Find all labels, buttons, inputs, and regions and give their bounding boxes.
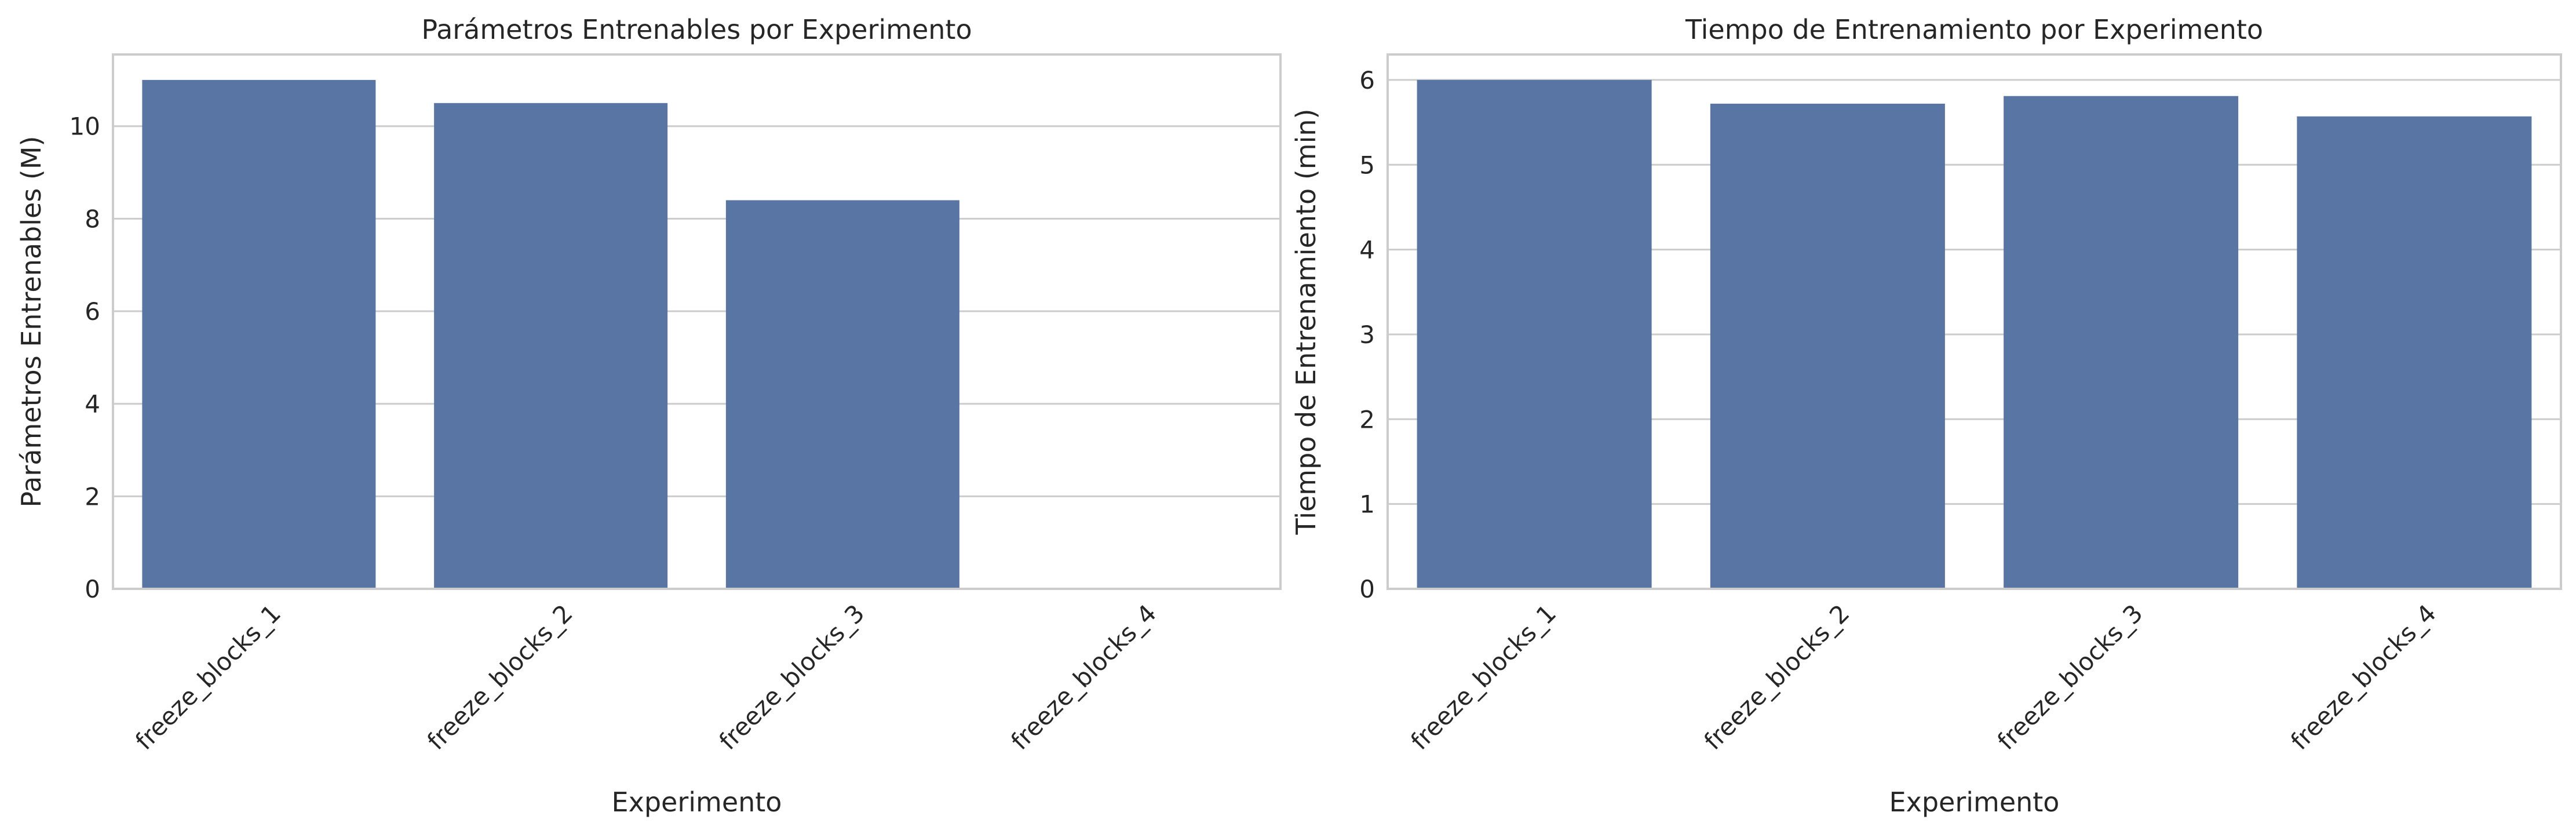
left-x-tick-label: freeze_blocks_4 — [1005, 599, 1162, 755]
right-y-tick-label: 4 — [1359, 236, 1375, 264]
right-y-tick-label: 3 — [1359, 321, 1375, 349]
right-y-tick-label: 0 — [1359, 575, 1375, 603]
right-x-axis-label: Experimento — [1889, 786, 2060, 818]
left-plot-frame — [112, 53, 1282, 590]
left-y-tick-label: 4 — [85, 390, 100, 418]
right-bar-freeze_blocks_1 — [1417, 79, 1652, 589]
right-x-tick-label: freeze_blocks_2 — [1699, 599, 1855, 755]
left-y-tick-label: 10 — [70, 112, 100, 141]
right-x-tick-label: freeze_blocks_4 — [2285, 599, 2442, 755]
left-x-tick-label: freeze_blocks_2 — [422, 599, 578, 755]
left-chart-title: Parámetros Entrenables por Experimento — [421, 14, 972, 45]
right-y-tick-label: 2 — [1359, 405, 1375, 434]
left-bars — [142, 79, 959, 589]
right-y-tick-label: 5 — [1359, 151, 1375, 179]
right-y-tick-label: 1 — [1359, 490, 1375, 519]
left-x-tick-label: freeze_blocks_3 — [714, 599, 870, 755]
right-bar-freeze_blocks_2 — [1710, 103, 1945, 589]
right-x-ticks: freeze_blocks_1 freeze_blocks_2 freeze_blo… — [1405, 599, 2442, 755]
left-bar-freeze_blocks_3 — [725, 200, 959, 589]
left-y-axis-label: Parámetros Entrenables (M) — [16, 136, 47, 508]
left-y-tick-label: 2 — [85, 482, 100, 511]
right-x-tick-label: freeze_blocks_1 — [1405, 599, 1561, 755]
left-x-axis-label: Experimento — [612, 786, 782, 818]
right-bar-freeze_blocks_4 — [2297, 116, 2532, 589]
right-y-tick-label: 6 — [1359, 66, 1375, 94]
right-plot-frame — [1386, 53, 2562, 590]
left-bar-freeze_blocks_1 — [142, 79, 376, 589]
right-chart-title: Tiempo de Entrenamiento por Experimento — [1685, 14, 2263, 45]
right-x-tick-label: freeze_blocks_3 — [1992, 599, 2148, 755]
left-y-tick-label: 0 — [85, 575, 100, 603]
left-bar-freeze_blocks_2 — [434, 103, 668, 589]
right-y-ticks: 0 1 2 3 4 5 6 — [1359, 66, 1375, 603]
left-y-tick-label: 6 — [85, 297, 100, 326]
left-x-ticks: freeze_blocks_1 freeze_blocks_2 freeze_blo… — [130, 599, 1162, 755]
left-y-ticks: 0 2 4 6 8 10 — [70, 112, 100, 603]
right-bars — [1417, 79, 2532, 589]
left-x-tick-label: freeze_blocks_1 — [130, 599, 286, 755]
right-y-axis-label: Tiempo de Entrenamiento (min) — [1290, 109, 1322, 536]
right-bar-freeze_blocks_3 — [2004, 96, 2239, 589]
left-y-tick-label: 8 — [85, 205, 100, 233]
